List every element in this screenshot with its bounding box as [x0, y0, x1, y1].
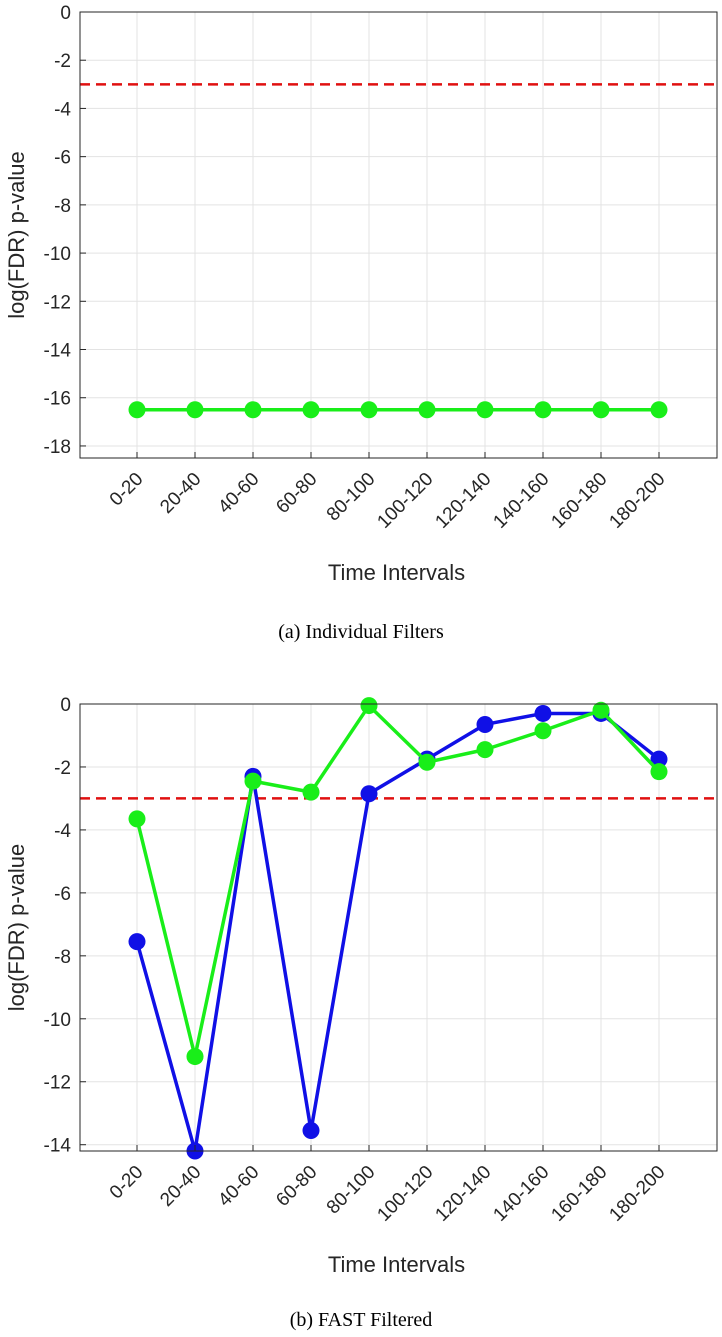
x-tick-label: 120-140	[431, 1162, 495, 1226]
data-point-blue	[360, 785, 378, 803]
x-axis-title: Time Intervals	[328, 1252, 465, 1277]
figure-caption: (b) FAST Filtered	[290, 1309, 433, 1331]
x-tick-label: 60-80	[272, 1162, 321, 1211]
data-point-blue	[534, 704, 552, 722]
data-point-green	[534, 722, 552, 740]
y-tick-label: -12	[44, 292, 71, 313]
x-axis-title: Time Intervals	[328, 560, 465, 585]
x-tick-label: 180-200	[605, 469, 669, 533]
y-tick-label: 0	[60, 695, 71, 716]
data-point-green	[360, 401, 378, 419]
chart-individual-filters: 0 -2 -4 -6 -8 -10 -12 -14 -16 -18 0-20 20-40 40-60 60…	[4, 3, 718, 643]
y-tick-label: -12	[44, 1073, 71, 1094]
y-tick-label: -10	[44, 244, 71, 265]
data-point-green	[128, 401, 146, 419]
y-tick-label: -8	[54, 947, 71, 968]
x-tick-label: 60-80	[272, 469, 321, 518]
x-tick-label: 20-40	[156, 469, 205, 518]
y-tick-label: -4	[54, 99, 71, 120]
axes-box	[79, 703, 718, 1152]
series-green	[128, 697, 668, 1066]
y-tick-label: -16	[44, 389, 71, 410]
data-point-green	[302, 783, 320, 801]
x-tick-label: 40-60	[214, 1162, 263, 1211]
y-tick-label: -6	[54, 884, 71, 905]
data-point-blue	[650, 750, 668, 768]
series-green	[128, 401, 668, 419]
x-tick-label: 140-160	[489, 1162, 553, 1226]
x-tick-label: 0-20	[106, 1162, 148, 1204]
plot-area	[80, 12, 717, 458]
y-tick-label: -18	[44, 437, 71, 458]
data-point-green	[418, 753, 436, 771]
data-point-blue	[128, 933, 146, 951]
y-tick-label: -8	[54, 196, 71, 217]
y-axis-title: log(FDR) p-value	[4, 151, 29, 319]
x-tick-label: 140-160	[489, 469, 553, 533]
data-point-green	[592, 401, 610, 419]
y-tick-label: -2	[54, 51, 71, 72]
x-tick-label: 40-60	[214, 469, 263, 518]
data-point-green	[128, 810, 146, 828]
y-tick-label: 0	[60, 3, 71, 24]
data-point-green	[476, 741, 494, 759]
x-tick-label: 20-40	[156, 1162, 205, 1211]
data-point-green	[186, 401, 204, 419]
axes-box	[79, 11, 718, 459]
plot-area	[80, 704, 717, 1151]
x-tick-label: 0-20	[106, 469, 148, 511]
x-tick-label: 120-140	[431, 469, 495, 533]
data-point-green	[650, 763, 668, 781]
data-point-blue	[302, 1122, 320, 1140]
y-tick-label: -14	[44, 1136, 72, 1157]
chart-fast-filtered: 0 -2 -4 -6 -8 -10 -12 -14 0-20 20-40 40-60 60-80 80-…	[4, 695, 718, 1331]
y-tick-label: -14	[44, 341, 72, 362]
data-point-blue	[476, 715, 494, 733]
y-tick-label: -2	[54, 758, 71, 779]
x-tick-label: 80-100	[323, 1162, 380, 1219]
figure-caption: (a) Individual Filters	[278, 621, 444, 643]
x-tick-label: 180-200	[605, 1162, 669, 1226]
data-point-green	[650, 401, 668, 419]
data-point-green	[418, 401, 436, 419]
x-tick-label: 100-120	[373, 1162, 437, 1226]
x-tick-label: 160-180	[547, 1162, 611, 1226]
y-tick-label: -10	[44, 1010, 71, 1031]
data-point-green	[186, 1048, 204, 1066]
x-tick-label: 80-100	[323, 469, 380, 526]
data-point-green	[360, 697, 378, 715]
x-tick-label: 100-120	[373, 469, 437, 533]
data-point-green	[302, 401, 320, 419]
series-line-blue	[135, 711, 661, 1153]
y-axis-title: log(FDR) p-value	[4, 844, 29, 1012]
data-point-green	[244, 401, 262, 419]
series-line-green	[135, 703, 661, 1059]
y-tick-label: -4	[54, 821, 71, 842]
y-tick-label: -6	[54, 148, 71, 169]
x-tick-label: 160-180	[547, 469, 611, 533]
data-point-green	[244, 772, 262, 790]
data-point-green	[476, 401, 494, 419]
data-point-green	[534, 401, 552, 419]
data-point-green	[592, 701, 610, 719]
